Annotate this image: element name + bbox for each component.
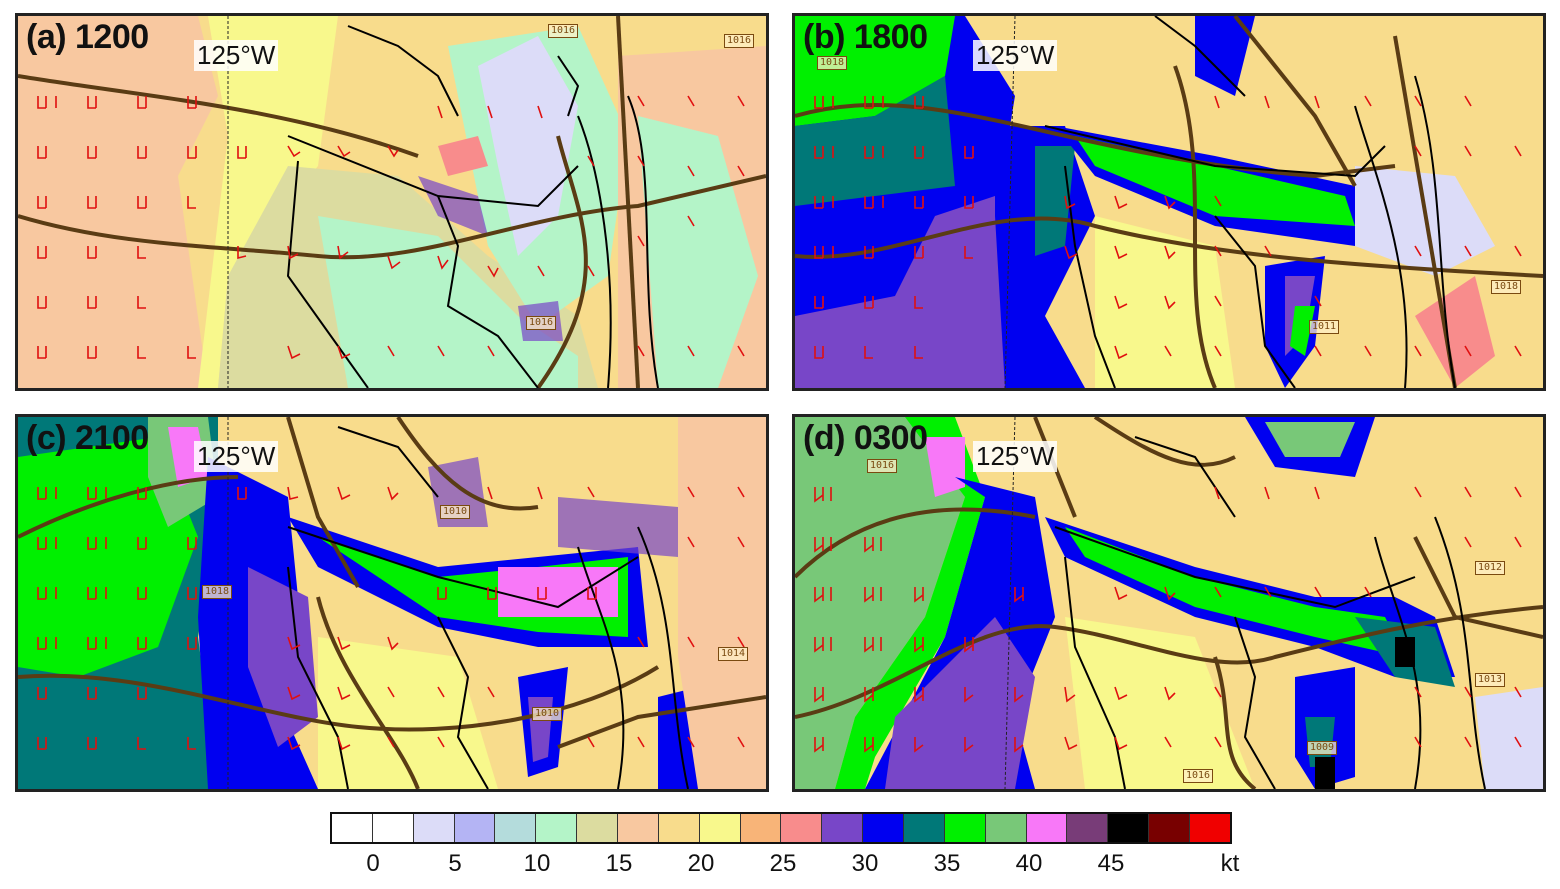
longitude-label: 125°W — [973, 441, 1058, 472]
pressure-label: 1016 — [548, 24, 579, 38]
wind-barbs — [37, 95, 745, 360]
pressure-label: 1012 — [1475, 561, 1506, 575]
pressure-label: 1016 — [1183, 769, 1214, 783]
colorbar-swatch — [618, 814, 659, 842]
colorbar-tick: 30 — [851, 850, 879, 877]
colorbar-swatch — [536, 814, 578, 842]
wind-speed-map-c — [18, 417, 766, 789]
colorbar-swatch — [740, 814, 782, 842]
colorbar-swatch — [1108, 814, 1150, 842]
pressure-label: 1018 — [202, 585, 233, 599]
colorbar-swatch — [904, 814, 945, 842]
pressure-label: 1016 — [724, 34, 755, 48]
pressure-label: 1013 — [1475, 673, 1506, 687]
panel-label: (d) 0300 — [803, 419, 928, 457]
pressure-label: 1011 — [1309, 320, 1340, 334]
panel-a: (a) 1200 125°W 1016 1016 1016 — [15, 13, 769, 391]
colorbar-swatch — [1190, 814, 1230, 842]
colorbar-tick: 0 — [366, 850, 380, 877]
colorbar-tick: 45 — [1097, 850, 1125, 877]
colorbar-tick: 20 — [687, 850, 715, 877]
pressure-label: 1016 — [867, 459, 898, 473]
pressure-label: 1016 — [526, 316, 557, 330]
colorbar-swatch — [822, 814, 864, 842]
panel-c: (c) 2100 125°W 1010 1018 1014 1010 — [15, 414, 769, 792]
panel-label: (b) 1800 — [803, 18, 928, 56]
colorbar-swatch — [372, 814, 414, 842]
colorbar-swatch — [985, 814, 1027, 842]
colorbar-unit: kt — [1220, 850, 1240, 877]
colorbar-tick: 5 — [448, 850, 462, 877]
panel-label: (c) 2100 — [26, 419, 149, 457]
colorbar-swatch — [1149, 814, 1191, 842]
colorbar-tick: 40 — [1015, 850, 1043, 877]
colorbar-swatch — [781, 814, 823, 842]
longitude-label: 125°W — [973, 40, 1058, 71]
panel-label: (a) 1200 — [26, 18, 149, 56]
colorbar-swatch — [332, 814, 373, 842]
longitude-label: 125°W — [194, 40, 279, 71]
pressure-label: 1009 — [1307, 741, 1338, 755]
longitude-label: 125°W — [194, 441, 279, 472]
colorbar-swatch — [1067, 814, 1109, 842]
colorbar-swatch — [577, 814, 619, 842]
colorbar-tick: 15 — [605, 850, 633, 877]
colorbar-swatch — [454, 814, 496, 842]
wind-speed-colorbar — [330, 812, 1232, 844]
colorbar-swatch — [413, 814, 455, 842]
pressure-label: 1010 — [440, 505, 471, 519]
panel-d: (d) 0300 125°W 1016 1012 1013 1009 1016 — [792, 414, 1546, 792]
colorbar-swatch — [1026, 814, 1068, 842]
colorbar-swatch — [699, 814, 741, 842]
pressure-label: 1014 — [718, 647, 749, 661]
colorbar-tick: 35 — [933, 850, 961, 877]
pressure-label: 1018 — [817, 56, 848, 70]
colorbar-tick: 10 — [523, 850, 551, 877]
pressure-label: 1018 — [1491, 280, 1522, 294]
wind-speed-map-b — [795, 16, 1543, 388]
panel-b: (b) 1800 125°W 1018 1018 1011 — [792, 13, 1546, 391]
colorbar-swatch — [944, 814, 986, 842]
wind-speed-map-a — [18, 16, 766, 388]
pressure-label: 1010 — [532, 707, 563, 721]
wind-speed-map-d — [795, 417, 1543, 789]
colorbar-tick: 25 — [769, 850, 797, 877]
colorbar-swatch — [495, 814, 537, 842]
colorbar-swatch — [863, 814, 905, 842]
colorbar-swatch — [658, 814, 700, 842]
